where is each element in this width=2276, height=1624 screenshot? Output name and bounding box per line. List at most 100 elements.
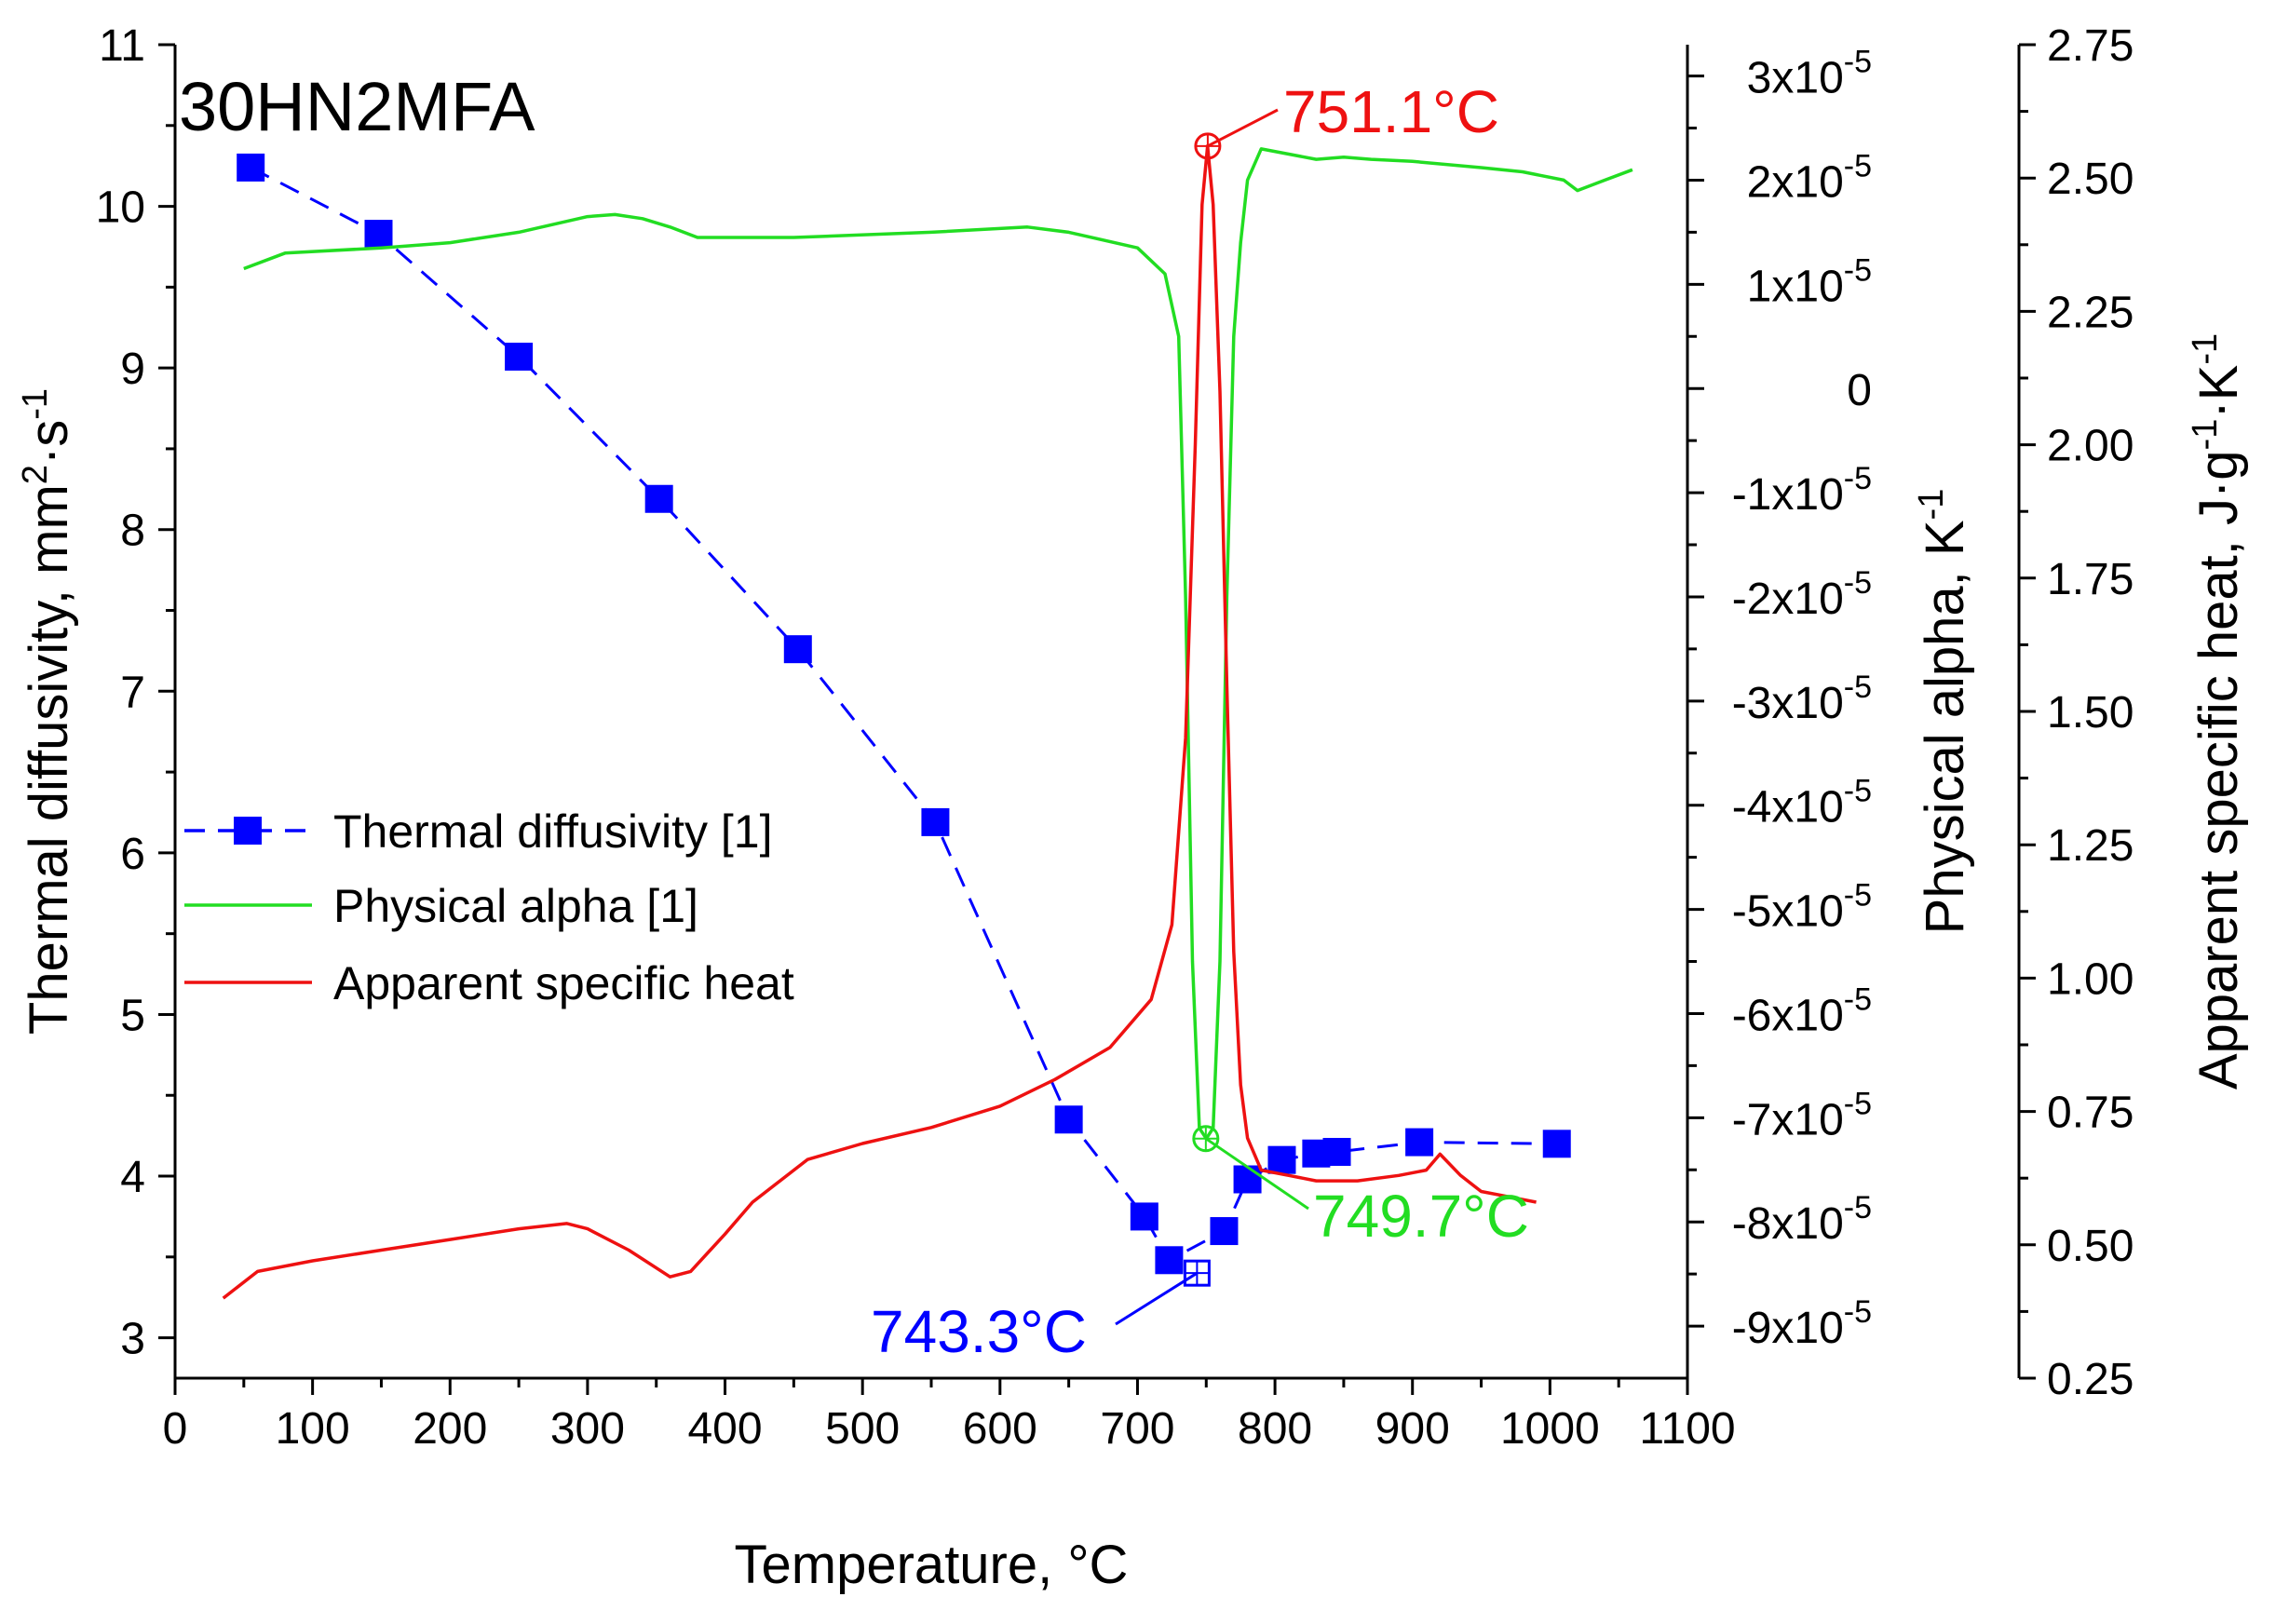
y-mid-tick-exponent: -5	[1844, 670, 1872, 705]
y-mid-tick-exponent: -5	[1844, 461, 1872, 496]
y-mid-tick-label: -7x10-5	[1732, 1086, 1872, 1144]
y-right-tick-label: 1.75	[2047, 555, 2134, 604]
y-left-tick-label: 8	[120, 507, 145, 556]
series-point-0	[1322, 1137, 1351, 1166]
annotation-leader	[1207, 108, 1279, 148]
y-mid-tick-exponent: -5	[1844, 1190, 1872, 1225]
series-point-0	[1267, 1145, 1296, 1174]
series-point-0	[783, 635, 812, 664]
y-mid-tick-mantissa: -5x10	[1732, 887, 1844, 937]
plot-layer	[222, 108, 1633, 1326]
annotation-label: 751.1°C	[1283, 78, 1499, 145]
y-right-tick-label: 2.25	[2047, 288, 2134, 337]
series-point-0	[1054, 1105, 1083, 1134]
y-mid-tick-mantissa: -4x10	[1732, 783, 1844, 832]
y-mid-tick-exponent: -5	[1844, 981, 1872, 1017]
y-mid-tick-mantissa: 0	[1847, 366, 1872, 415]
y-left-tick-label: 7	[120, 668, 145, 717]
annotation-label: 743.3°C	[871, 1298, 1087, 1365]
annotation-label: 749.7°C	[1313, 1183, 1529, 1250]
x-tick-label: 300	[550, 1404, 625, 1454]
y-mid-axis-title: Physical alpha, K-1	[1912, 489, 1975, 935]
y-mid-tick-mantissa: -9x10	[1732, 1304, 1844, 1353]
y-mid-tick-exponent: -5	[1844, 1086, 1872, 1121]
series-point-0	[1155, 1246, 1184, 1275]
y-mid-tick-exponent: -5	[1844, 565, 1872, 601]
y-mid-tick-label: -2x10-5	[1732, 565, 1872, 624]
y-mid-tick-label: -1x10-5	[1732, 461, 1872, 520]
y-mid-tick-mantissa: -3x10	[1732, 679, 1844, 728]
x-axis-title: Temperature, °C	[735, 1535, 1129, 1595]
y-left-tick-label: 11	[99, 21, 145, 71]
y-mid-tick-exponent: -5	[1844, 1294, 1872, 1330]
legend: Thermal diffusivity [1] Physical alpha [1…	[184, 805, 794, 1009]
legend-label: Apparent specific heat	[333, 957, 794, 1009]
series-point-0	[1542, 1130, 1571, 1158]
series-point-0	[505, 343, 534, 372]
y-left-tick-label: 9	[120, 345, 145, 394]
y-mid-title-sup: -1	[1912, 489, 1951, 521]
y-mid-tick-mantissa: -1x10	[1732, 470, 1844, 520]
y-right-tick-label: 1.50	[2047, 688, 2134, 738]
y-left-title-main: Thermal diffusivity, mm	[19, 484, 79, 1035]
y-left-tick-label: 6	[120, 830, 145, 879]
series-point-0	[1405, 1128, 1434, 1157]
x-tick-label: 100	[276, 1404, 350, 1454]
x-tick-label: 1000	[1500, 1404, 1600, 1454]
y-mid-tick-exponent: -5	[1844, 774, 1872, 809]
x-tick-label: 400	[687, 1404, 762, 1454]
x-tick-label: 700	[1100, 1404, 1174, 1454]
y-mid-tick-label: -4x10-5	[1732, 774, 1872, 832]
y-mid-tick-exponent: -5	[1844, 252, 1872, 288]
y-mid-tick-mantissa: 2x10	[1747, 157, 1844, 207]
y-mid-tick-mantissa: -8x10	[1732, 1199, 1844, 1249]
y-right-tick-label: 1.00	[2047, 954, 2134, 1004]
y-right-tick-label: 2.75	[2047, 21, 2134, 71]
series-line-0	[250, 166, 1557, 1262]
y-right-tick-label: 0.50	[2047, 1222, 2134, 1271]
series-line-2	[222, 144, 1537, 1300]
y-mid-tick-label: -6x10-5	[1732, 981, 1872, 1040]
y-mid-tick-label: 3x10-5	[1747, 45, 1872, 103]
x-tick-label: 600	[963, 1404, 1037, 1454]
legend-swatch-marker	[234, 817, 262, 845]
y-mid-tick-mantissa: 1x10	[1747, 262, 1844, 311]
y-mid-tick-mantissa: -7x10	[1732, 1095, 1844, 1144]
y-left-title-mid: ·s	[19, 420, 79, 465]
series-point-0	[644, 484, 673, 513]
y-right-tick-label: 0.75	[2047, 1089, 2134, 1138]
y-right-title-sup2: -1	[2186, 333, 2225, 365]
legend-label: Physical alpha [1]	[333, 880, 698, 932]
y-mid-tick-exponent: -5	[1844, 878, 1872, 914]
y-mid-title-main: Physical alpha, K	[1915, 520, 1975, 934]
series-point-0	[364, 220, 393, 249]
series-point-0	[1130, 1202, 1158, 1231]
y-left-tick-label: 10	[96, 183, 145, 233]
x-tick-label: 900	[1375, 1404, 1450, 1454]
y-left-tick-label: 4	[120, 1153, 145, 1202]
x-tick-label: 1100	[1639, 1404, 1735, 1454]
y-left-tick-label: 3	[120, 1315, 145, 1364]
y-right-title-main: Apparent specific heat, J·g	[2188, 450, 2249, 1089]
y-right-axis-title: Apparent specific heat, J·g-1·K-1	[2186, 333, 2249, 1089]
x-tick-label: 0	[163, 1404, 188, 1454]
y-mid-tick-label: -3x10-5	[1732, 670, 1872, 728]
annotation-leader	[1115, 1271, 1199, 1326]
y-mid-tick-label: -9x10-5	[1732, 1294, 1872, 1353]
y-mid-tick-mantissa: -2x10	[1732, 575, 1844, 624]
y-right-title-sup1: -1	[2186, 419, 2225, 451]
y-left-title-sup2: -1	[16, 388, 55, 420]
series-point-0	[237, 153, 265, 182]
y-right-tick-label: 0.25	[2047, 1355, 2134, 1404]
y-mid-tick-label: 1x10-5	[1747, 252, 1872, 311]
y-mid-tick-mantissa: -6x10	[1732, 991, 1844, 1040]
x-tick-label: 200	[413, 1404, 487, 1454]
y-right-tick-label: 2.00	[2047, 422, 2134, 471]
sample-label: 30HN2MFA	[179, 68, 535, 145]
annotation-leader	[1204, 1137, 1309, 1211]
y-mid-tick-label: 0	[1847, 366, 1872, 415]
series-point-0	[1233, 1165, 1262, 1194]
y-mid-tick-mantissa: 3x10	[1747, 54, 1844, 103]
y-mid-tick-exponent: -5	[1844, 45, 1872, 80]
y-right-tick-label: 2.50	[2047, 155, 2134, 204]
